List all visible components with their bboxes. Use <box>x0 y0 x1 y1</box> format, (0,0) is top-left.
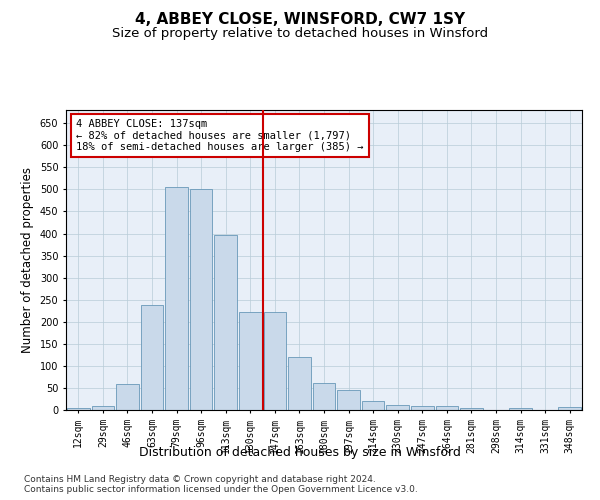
Bar <box>436 406 458 410</box>
Bar <box>214 236 237 410</box>
Bar <box>362 401 385 410</box>
Bar <box>190 190 212 410</box>
Bar <box>411 406 434 410</box>
Bar <box>67 408 89 410</box>
Bar <box>288 357 311 410</box>
Text: 4 ABBEY CLOSE: 137sqm
← 82% of detached houses are smaller (1,797)
18% of semi-d: 4 ABBEY CLOSE: 137sqm ← 82% of detached … <box>76 119 364 152</box>
Bar <box>239 312 262 410</box>
Bar <box>337 390 360 410</box>
Bar <box>509 408 532 410</box>
Bar <box>165 187 188 410</box>
Text: Contains HM Land Registry data © Crown copyright and database right 2024.
Contai: Contains HM Land Registry data © Crown c… <box>24 474 418 494</box>
Bar <box>263 312 286 410</box>
Text: Size of property relative to detached houses in Winsford: Size of property relative to detached ho… <box>112 28 488 40</box>
Bar <box>92 406 114 410</box>
Bar <box>116 384 139 410</box>
Bar <box>313 382 335 410</box>
Bar <box>460 408 483 410</box>
Bar <box>140 305 163 410</box>
Bar <box>559 408 581 410</box>
Bar <box>386 404 409 410</box>
Y-axis label: Number of detached properties: Number of detached properties <box>21 167 34 353</box>
Text: Distribution of detached houses by size in Winsford: Distribution of detached houses by size … <box>139 446 461 459</box>
Text: 4, ABBEY CLOSE, WINSFORD, CW7 1SY: 4, ABBEY CLOSE, WINSFORD, CW7 1SY <box>135 12 465 28</box>
